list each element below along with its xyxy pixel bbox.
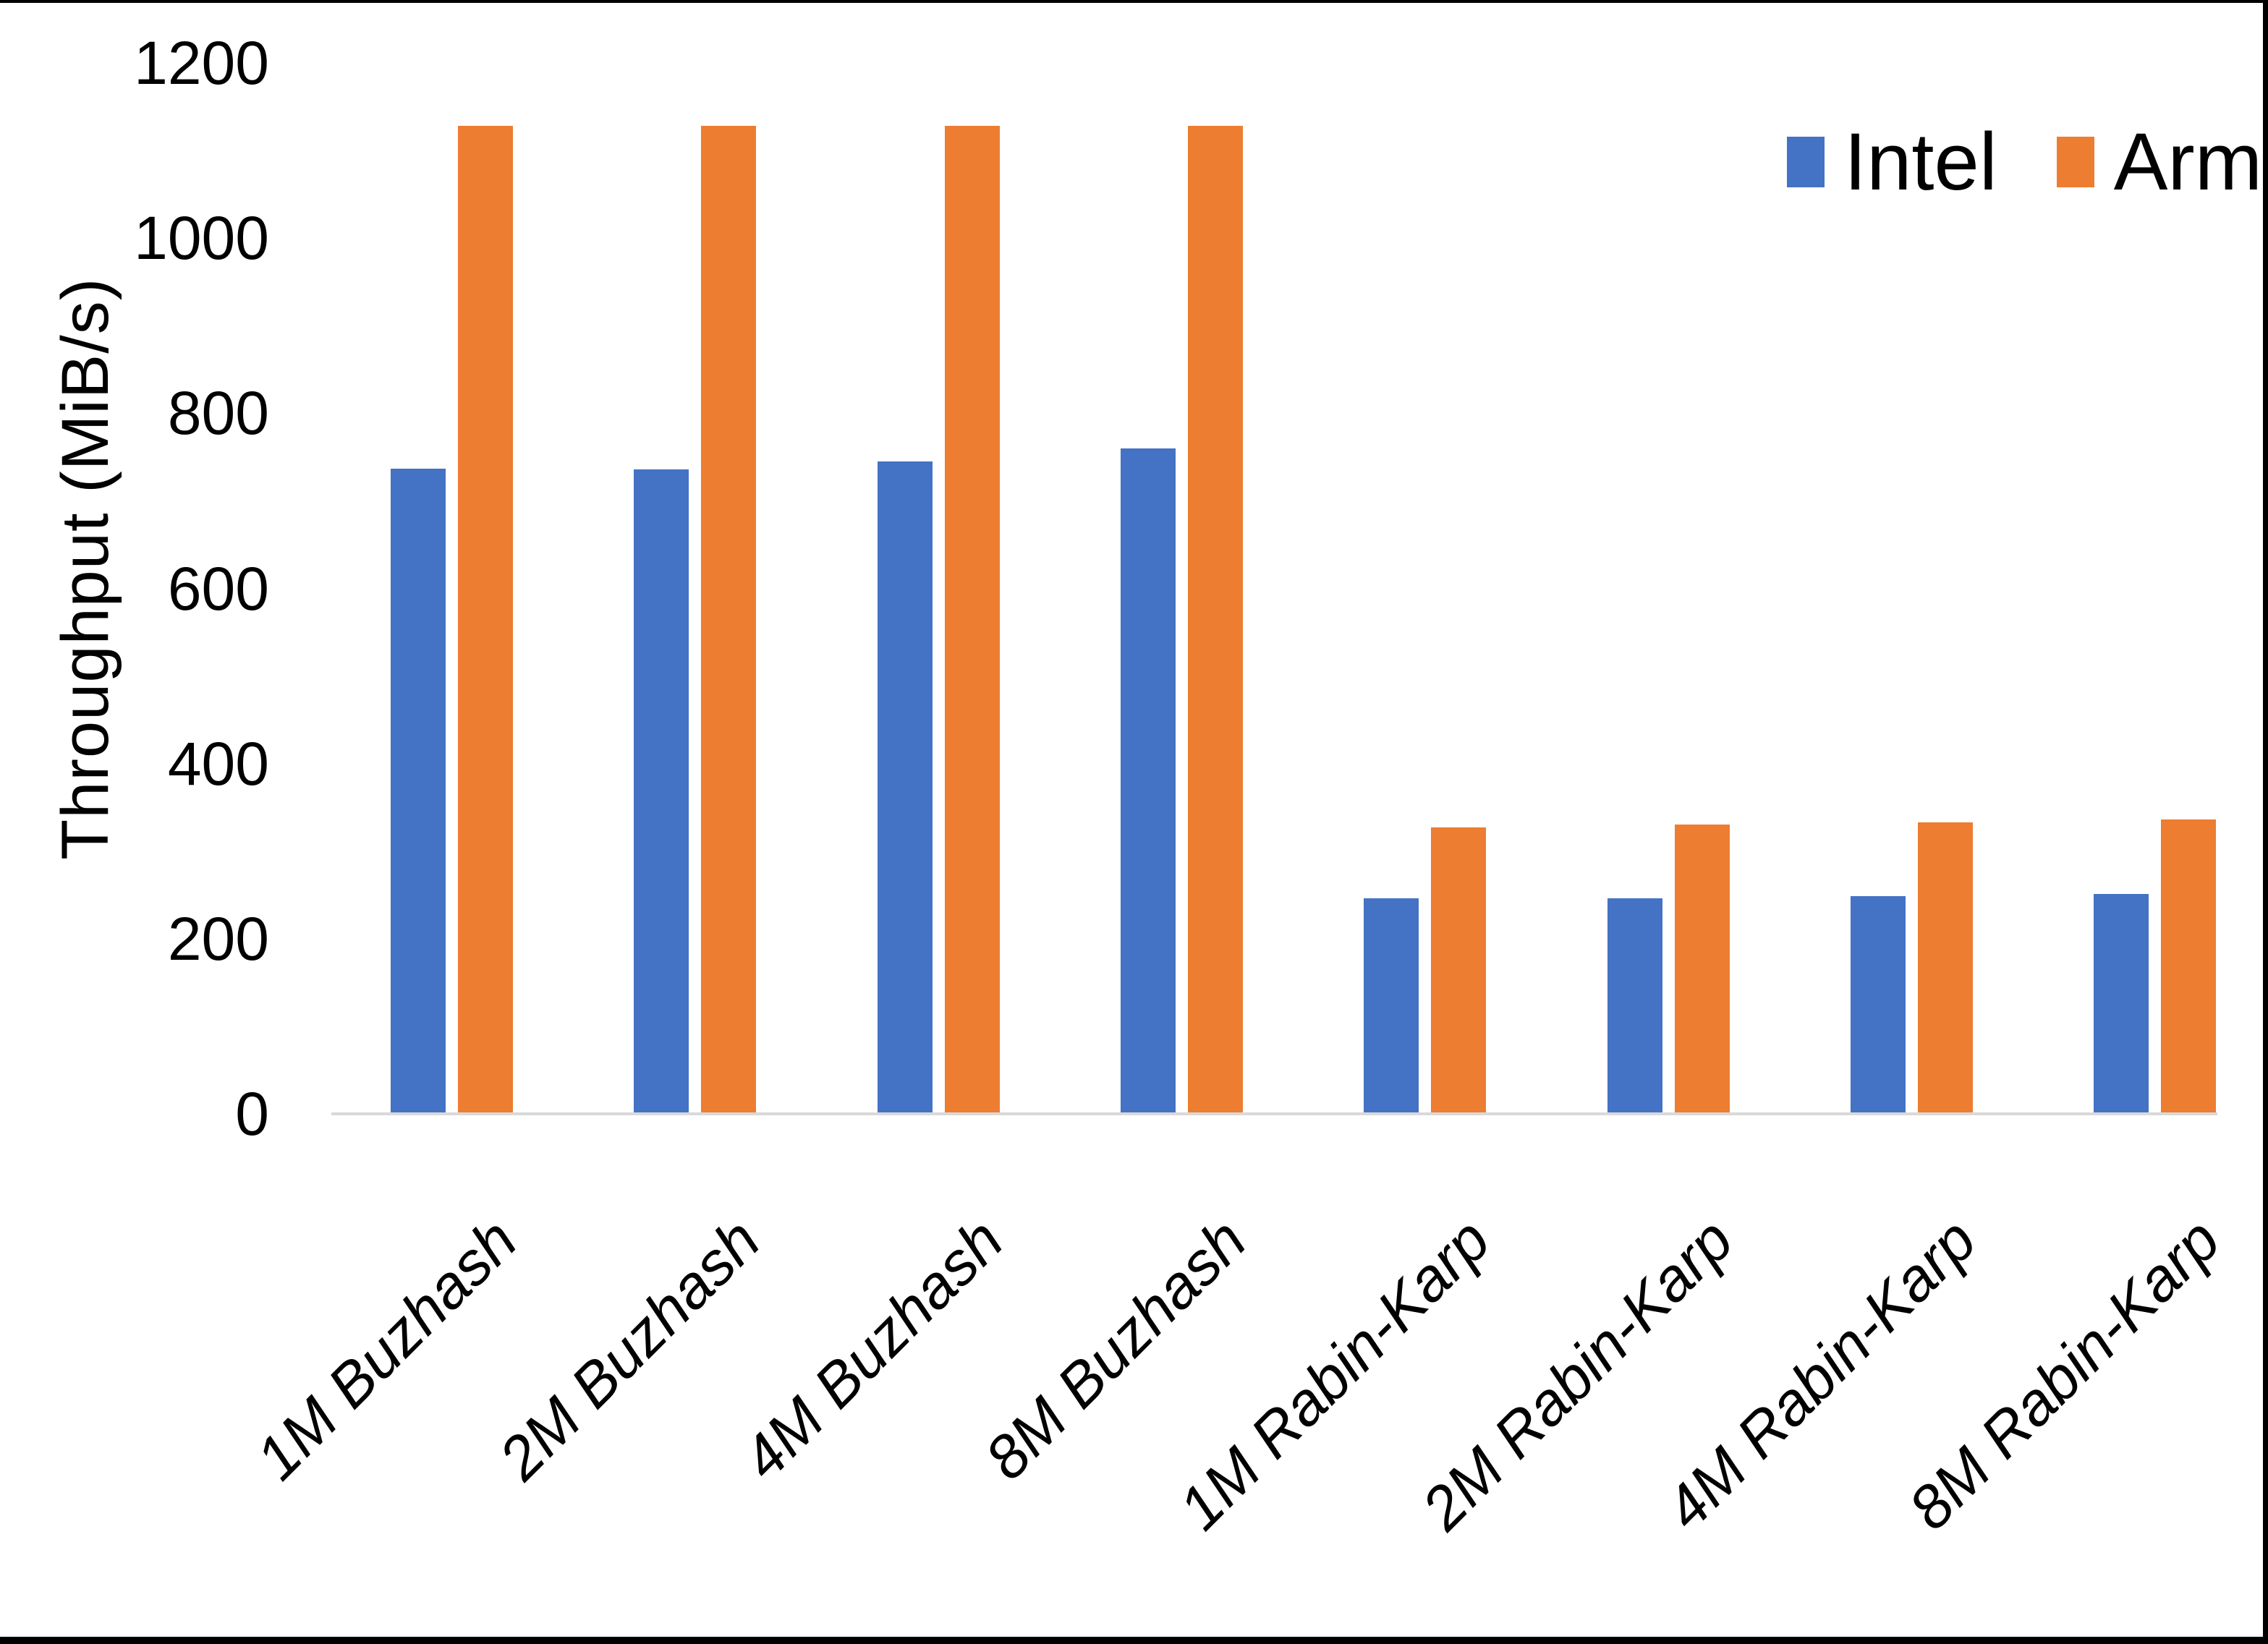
- bar-arm-8m-buzhash: [1188, 126, 1243, 1114]
- legend: Intel Arm: [1787, 119, 2262, 205]
- bar-intel-8m-rabin-karp: [2094, 894, 2149, 1114]
- bar-intel-2m-rabin-karp: [1607, 898, 1662, 1114]
- y-tick-label-400: 400: [167, 729, 269, 798]
- bar-intel-2m-buzhash: [634, 469, 689, 1114]
- bar-intel-8m-buzhash: [1121, 448, 1176, 1114]
- bar-arm-1m-rabin-karp: [1431, 827, 1486, 1114]
- y-tick-label-600: 600: [167, 554, 269, 623]
- y-tick-label-0: 0: [235, 1080, 269, 1148]
- y-tick-label-1200: 1200: [134, 29, 269, 97]
- y-tick-label-1000: 1000: [134, 204, 269, 273]
- x-axis-label-1m-buzhash: 1M Buzhash: [242, 1205, 530, 1493]
- legend-label-arm: Arm: [2113, 116, 2262, 207]
- bar-arm-2m-rabin-karp: [1675, 825, 1730, 1114]
- arm-legend-swatch-icon: [2056, 137, 2094, 187]
- bar-arm-1m-buzhash: [458, 126, 513, 1114]
- bar-intel-1m-buzhash: [391, 469, 446, 1114]
- x-axis-label-2m-buzhash: 2M Buzhash: [485, 1205, 773, 1493]
- x-axis-label-4m-buzhash: 4M Buzhash: [729, 1205, 1016, 1493]
- bar-arm-4m-rabin-karp: [1918, 822, 1973, 1114]
- y-tick-label-800: 800: [167, 379, 269, 448]
- y-tick-label-200: 200: [167, 904, 269, 973]
- bar-arm-2m-buzhash: [701, 126, 756, 1114]
- bar-intel-1m-rabin-karp: [1364, 898, 1419, 1114]
- bar-arm-4m-buzhash: [945, 126, 1000, 1114]
- x-axis-line: [331, 1112, 2217, 1115]
- bar-intel-4m-rabin-karp: [1851, 896, 1906, 1114]
- bar-arm-8m-rabin-karp: [2161, 819, 2216, 1114]
- intel-legend-swatch-icon: [1787, 137, 1825, 187]
- legend-label-intel: Intel: [1844, 116, 1997, 207]
- bar-intel-4m-buzhash: [878, 461, 933, 1114]
